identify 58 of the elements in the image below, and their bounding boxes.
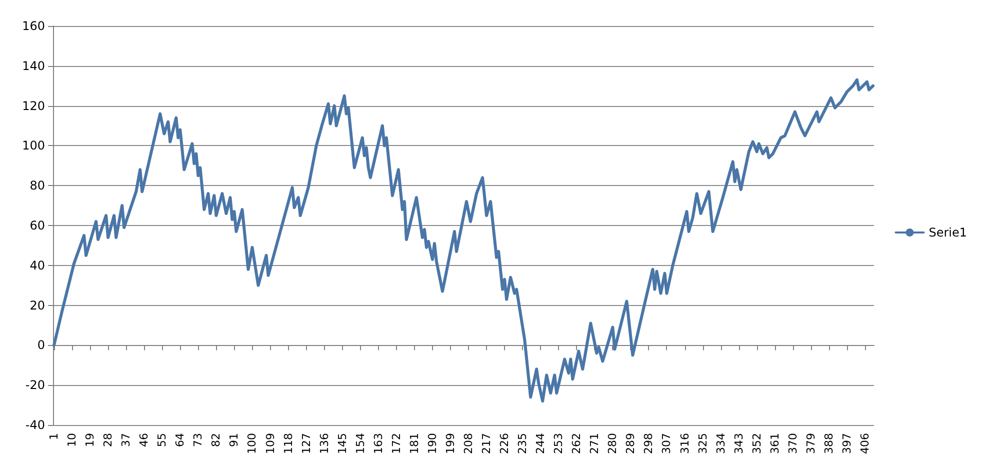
y-tick-label: 160 bbox=[22, 19, 45, 33]
y-tick-label: 20 bbox=[30, 298, 45, 312]
x-tick-label: 10 bbox=[66, 433, 79, 448]
x-tick-label: 37 bbox=[120, 433, 133, 448]
x-tick-label: 289 bbox=[624, 433, 638, 454]
x-tick-label: 1 bbox=[48, 433, 60, 440]
y-tick-label: -20 bbox=[25, 378, 45, 392]
x-tick-label: 217 bbox=[480, 433, 494, 454]
y-tick-label: -40 bbox=[25, 418, 45, 432]
x-tick-label: 199 bbox=[444, 433, 457, 454]
x-tick-label: 145 bbox=[336, 433, 349, 454]
x-tick-label: 127 bbox=[300, 433, 313, 454]
x-tick-label: 208 bbox=[462, 433, 476, 454]
x-tick-label: 280 bbox=[606, 433, 620, 454]
x-tick-label: 298 bbox=[642, 433, 656, 454]
x-tick-label: 226 bbox=[498, 433, 512, 454]
x-tick-label: 28 bbox=[102, 433, 115, 448]
x-tick-label: 271 bbox=[588, 433, 602, 454]
y-tick-label: 140 bbox=[22, 58, 45, 73]
x-tick-label: 370 bbox=[786, 433, 800, 454]
x-tick-label: 46 bbox=[138, 433, 151, 448]
x-tick-label: 253 bbox=[552, 433, 566, 454]
x-tick-label: 109 bbox=[264, 433, 277, 454]
x-tick-label: 316 bbox=[678, 433, 692, 454]
x-tick-label: 262 bbox=[570, 433, 584, 454]
y-tick-label: 40 bbox=[30, 258, 45, 272]
x-tick-label: 118 bbox=[282, 433, 295, 454]
x-tick-label: 163 bbox=[372, 433, 385, 454]
x-tick-label: 181 bbox=[408, 433, 421, 454]
x-tick-label: 190 bbox=[426, 433, 439, 454]
x-tick-label: 235 bbox=[516, 433, 530, 454]
x-tick-label: 334 bbox=[714, 433, 728, 454]
x-tick-label: 325 bbox=[696, 433, 710, 454]
y-tick-label: 0 bbox=[37, 338, 45, 352]
y-tick-label: 120 bbox=[22, 98, 45, 113]
x-tick-label: 406 bbox=[858, 433, 872, 454]
x-tick-label: 244 bbox=[534, 433, 548, 454]
legend-label: Serie1 bbox=[928, 226, 968, 240]
x-tick-label: 397 bbox=[840, 433, 854, 454]
x-tick-label: 82 bbox=[210, 433, 223, 448]
x-tick-label: 343 bbox=[732, 433, 746, 454]
x-tick-label: 307 bbox=[660, 433, 674, 454]
x-tick-label: 352 bbox=[750, 433, 764, 454]
y-tick-label: 80 bbox=[30, 178, 45, 193]
x-tick-label: 19 bbox=[84, 433, 97, 448]
x-tick-label: 73 bbox=[192, 433, 205, 448]
y-tick-label: 60 bbox=[30, 218, 45, 232]
x-tick-label: 55 bbox=[156, 433, 169, 448]
x-tick-label: 172 bbox=[390, 433, 403, 454]
x-tick-label: 361 bbox=[768, 433, 782, 454]
x-tick-label: 379 bbox=[804, 433, 818, 454]
y-tick-label: 100 bbox=[22, 138, 45, 153]
x-tick-label: 64 bbox=[174, 433, 187, 448]
x-tick-label: 136 bbox=[318, 433, 331, 454]
x-tick-label: 388 bbox=[822, 433, 836, 454]
x-tick-label: 100 bbox=[246, 433, 259, 454]
x-tick-label: 91 bbox=[228, 433, 241, 448]
x-tick-label: 154 bbox=[354, 433, 367, 454]
